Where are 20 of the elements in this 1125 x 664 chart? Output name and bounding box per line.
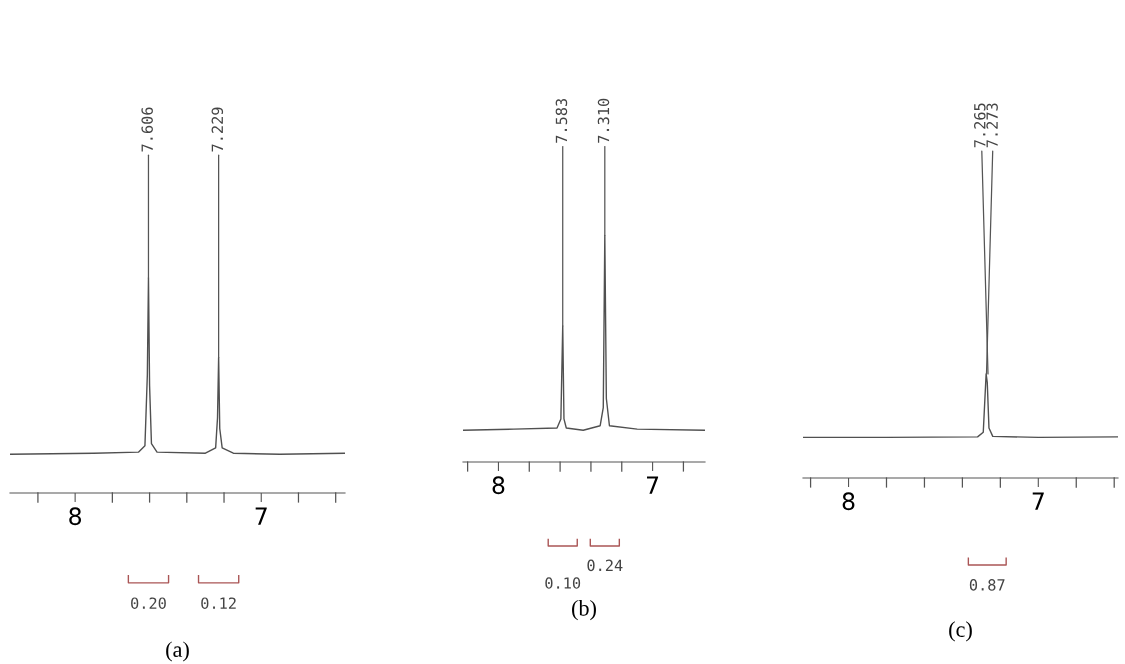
- text: 0.12: [201, 597, 236, 609]
- text: (b): [572, 599, 596, 621]
- x-tick-label: 8: [69, 507, 82, 526]
- x-tick-label: 8: [492, 476, 505, 495]
- text: 0.24: [587, 559, 623, 572]
- annotation: 7.606: [141, 107, 153, 152]
- x-tick-label: 8: [842, 492, 855, 511]
- text: (a): [166, 641, 189, 662]
- annotation: 7.273: [986, 103, 998, 148]
- text: 0.10: [545, 577, 581, 589]
- x-tick-label: 7: [1032, 492, 1044, 510]
- annotation: 7.310: [597, 98, 610, 143]
- text: 0.87: [969, 579, 1005, 591]
- text: (c): [949, 621, 972, 642]
- annotation: 7.583: [555, 98, 568, 143]
- annotation: 7.265: [974, 103, 986, 148]
- text: 0.20: [131, 597, 166, 609]
- annotation: 7.229: [211, 107, 224, 152]
- x-tick-label: 7: [647, 476, 659, 494]
- x-tick-label: 7: [255, 507, 267, 525]
